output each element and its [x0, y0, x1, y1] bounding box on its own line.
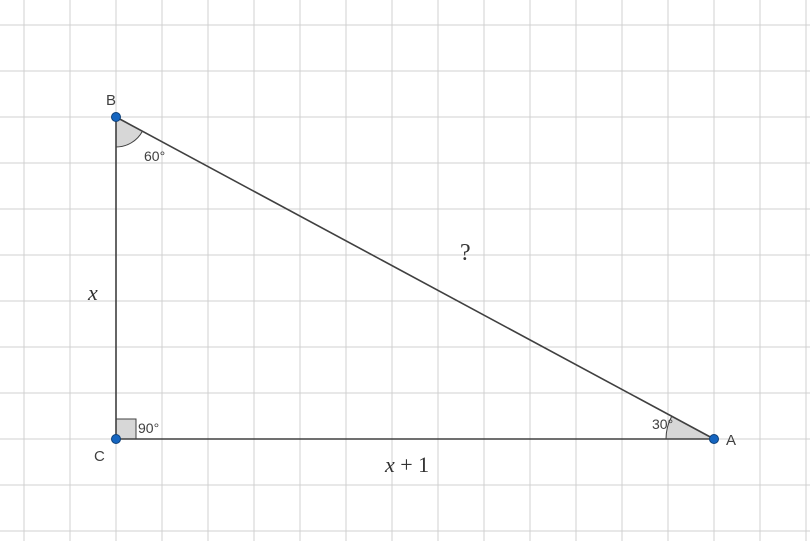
- point-label-b: B: [106, 92, 116, 109]
- point-label-c: C: [94, 448, 105, 465]
- side-label-bc: x: [88, 280, 98, 306]
- angle-label-b: 60°: [144, 148, 165, 164]
- diagram-root: { "canvas": { "width": 810, "height": 54…: [0, 0, 810, 541]
- point-label-a: A: [726, 432, 736, 449]
- angle-label-a: 30°: [652, 416, 673, 432]
- angle-label-c: 90°: [138, 420, 159, 436]
- side-label-ba: ?: [460, 240, 471, 267]
- side-label-ca: x + 1: [385, 452, 429, 478]
